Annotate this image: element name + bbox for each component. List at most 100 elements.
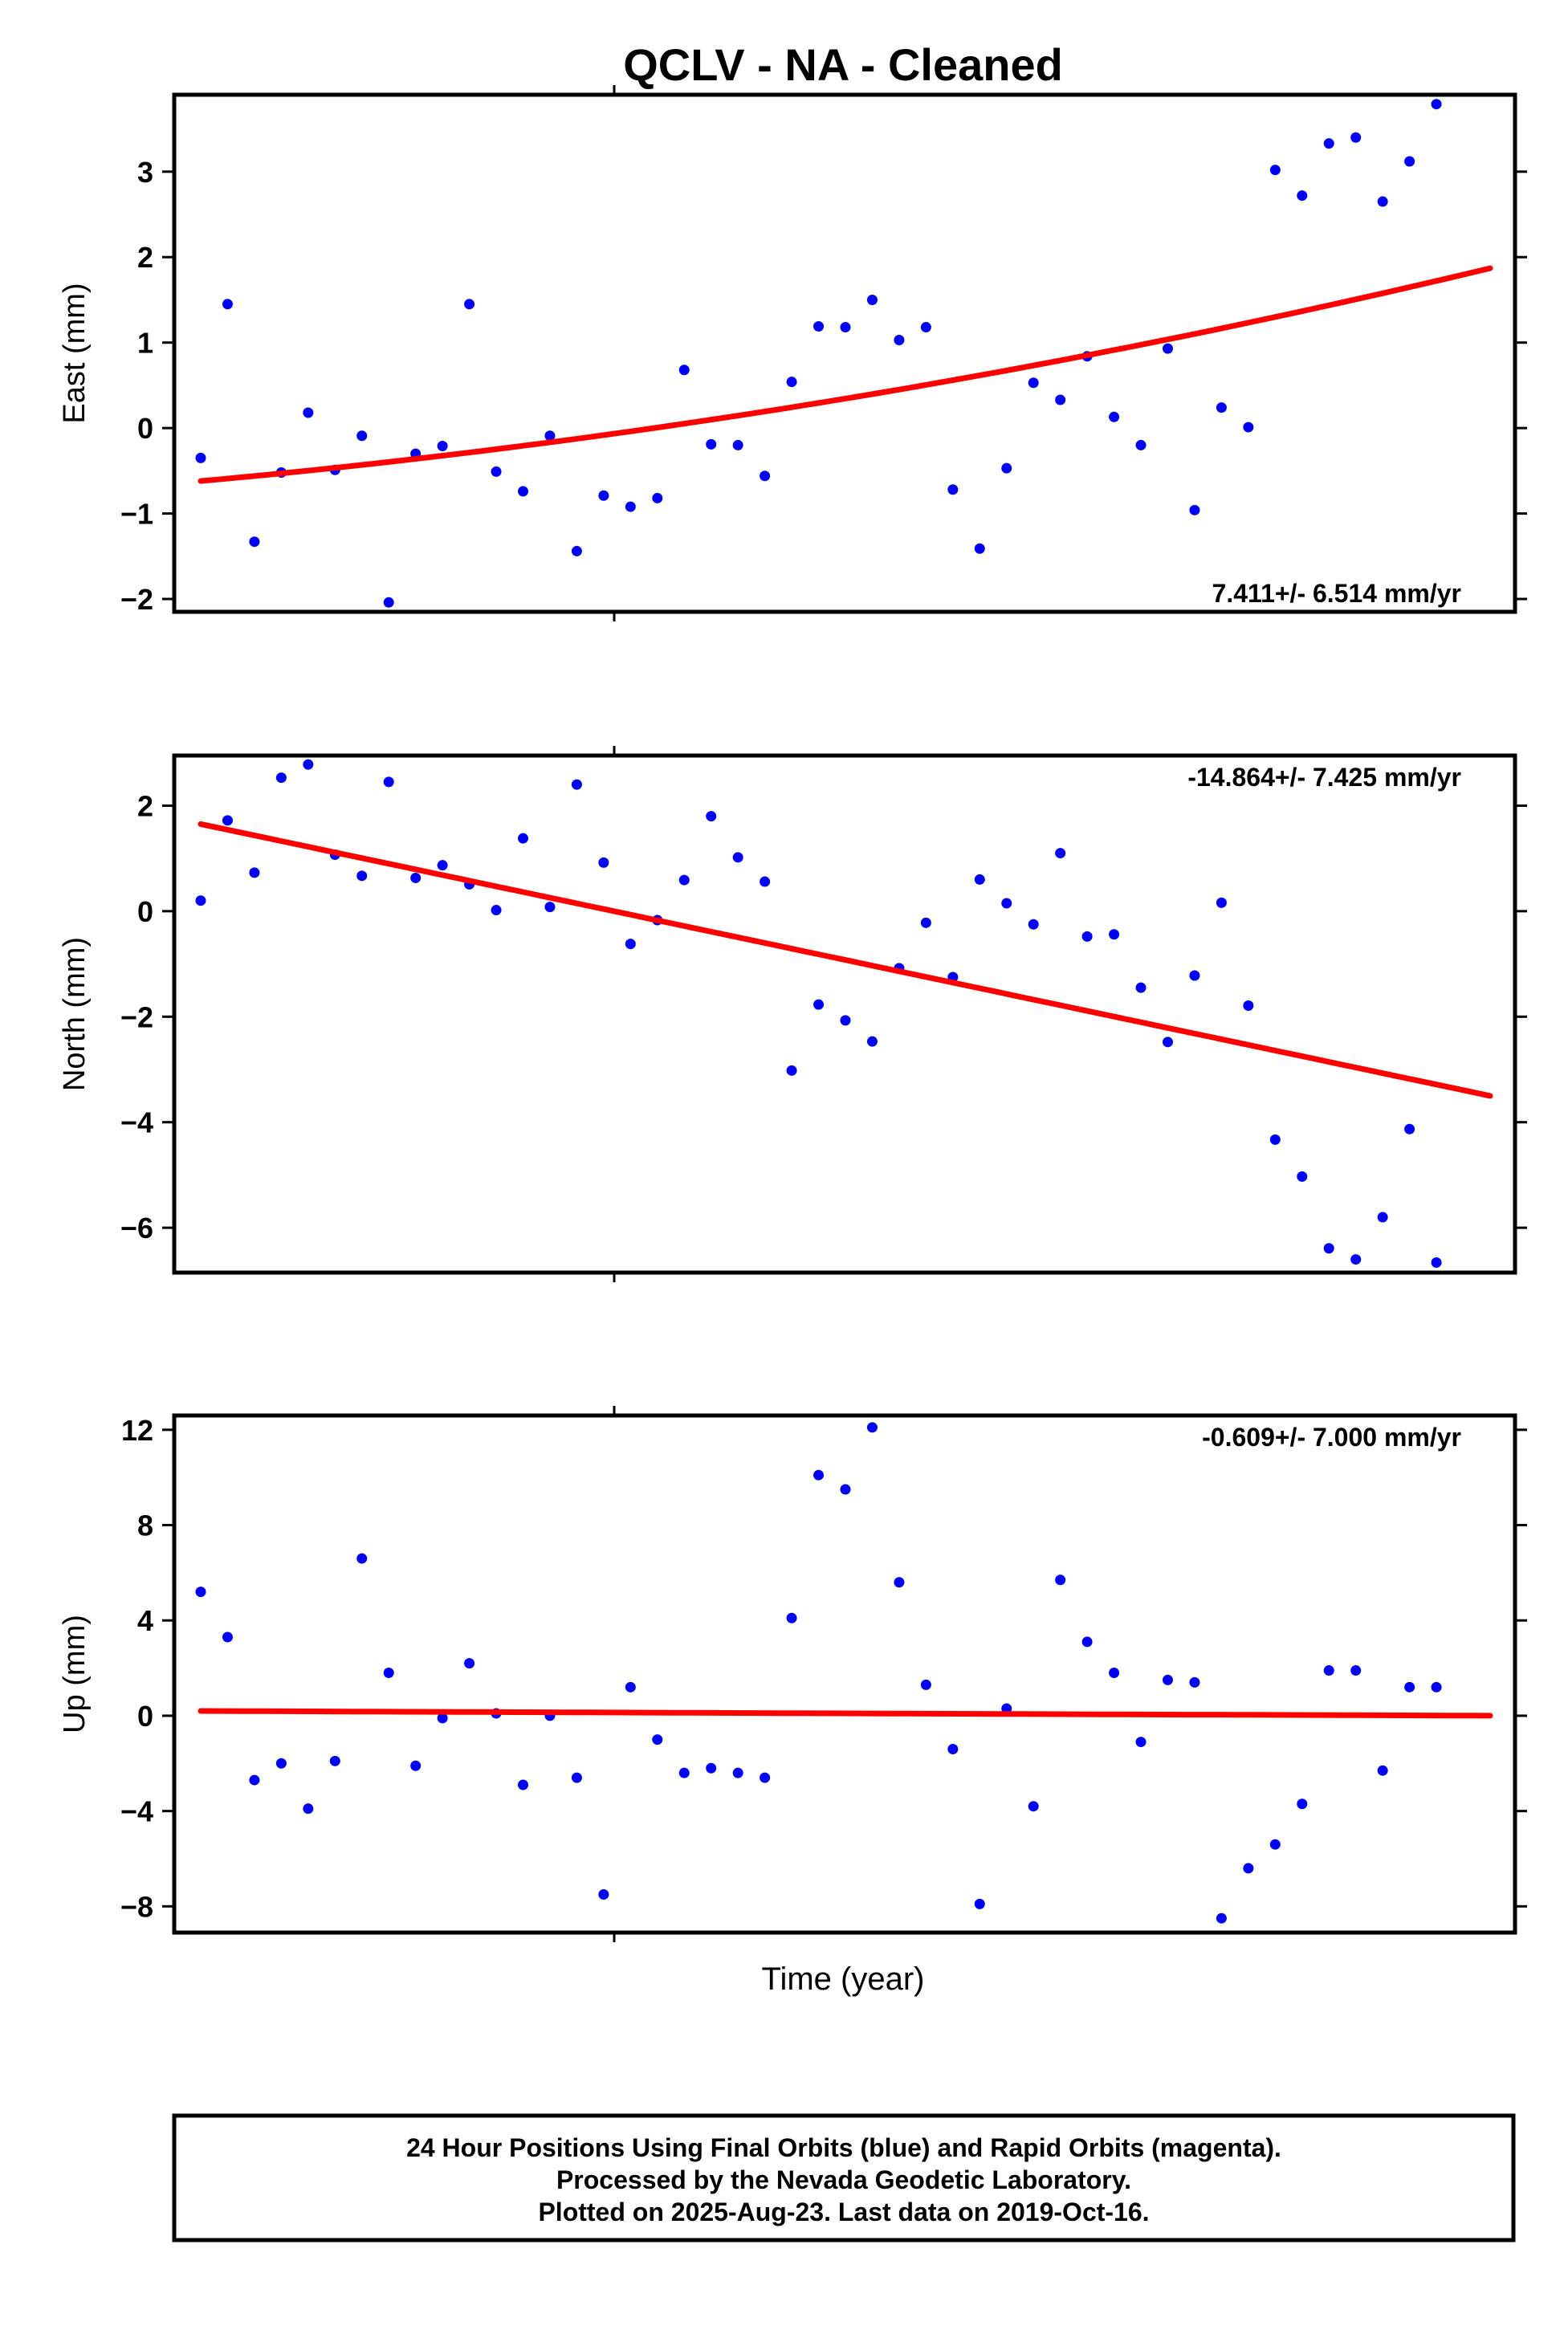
plot-frame-east <box>172 92 1517 614</box>
data-point-north <box>706 811 717 822</box>
data-point-north <box>249 867 260 878</box>
figure-title: QCLV - NA - Cleaned <box>623 39 1063 90</box>
y-tick-label-east: 1 <box>137 327 153 360</box>
data-point-east <box>1135 439 1146 450</box>
data-point-east <box>464 299 475 310</box>
data-point-up <box>410 1760 422 1771</box>
y-tick-label-up: 8 <box>137 1509 153 1542</box>
data-point-up <box>974 1898 985 1909</box>
footer-line-2: Processed by the Nevada Geodetic Laborat… <box>556 2165 1131 2194</box>
data-point-up <box>1323 1665 1334 1676</box>
data-point-north <box>920 917 931 928</box>
y-tick-label-up: −4 <box>120 1795 153 1828</box>
data-point-east <box>598 490 609 501</box>
trend-line-north <box>198 821 1493 1099</box>
data-point-up <box>786 1612 797 1623</box>
data-point-north <box>356 870 368 882</box>
y-tick-label-north: −6 <box>120 1212 153 1244</box>
data-point-north <box>303 759 314 770</box>
data-point-up <box>920 1679 931 1690</box>
data-point-up <box>1109 1668 1120 1679</box>
data-point-north <box>1350 1254 1362 1265</box>
data-point-up <box>1135 1737 1146 1748</box>
data-point-up <box>732 1767 743 1778</box>
y-tick-label-up: 12 <box>121 1414 153 1447</box>
footer-line-3: Plotted on 2025-Aug-23. Last data on 201… <box>538 2198 1149 2226</box>
data-point-up <box>1269 1839 1281 1850</box>
data-point-north <box>786 1065 797 1076</box>
data-point-up <box>1055 1574 1066 1586</box>
data-point-east <box>866 294 878 305</box>
y-axis-label-up: Up (mm) <box>58 1615 92 1733</box>
data-point-north <box>760 876 771 887</box>
data-point-north <box>571 779 582 790</box>
data-point-north <box>518 833 528 844</box>
data-point-east <box>303 407 314 418</box>
data-point-up <box>518 1779 528 1790</box>
data-point-north <box>437 860 448 871</box>
data-point-north <box>1109 929 1120 940</box>
data-point-north <box>275 772 287 784</box>
data-point-north <box>383 776 394 788</box>
x-axis-label: Time (year) <box>762 1961 925 1997</box>
y-tick-label-north: 0 <box>137 895 153 928</box>
data-point-east <box>195 452 206 463</box>
data-point-east <box>1323 138 1334 149</box>
data-point-north <box>1377 1212 1388 1223</box>
data-point-east <box>840 322 851 333</box>
data-point-east <box>1404 156 1415 167</box>
data-point-east <box>947 484 959 495</box>
trend-line-up <box>198 1708 1493 1719</box>
rate-label-east: 7.411+/- 6.514 mm/yr <box>1212 579 1461 608</box>
data-point-up <box>894 1577 905 1588</box>
data-point-up <box>222 1631 233 1643</box>
data-point-north <box>1431 1257 1442 1269</box>
data-point-north <box>1297 1171 1308 1182</box>
data-point-up <box>1404 1681 1415 1693</box>
y-axis-label-north: North (mm) <box>58 937 92 1091</box>
panel-east: 3 2 1 0 −1 −2 East (mm) 7.411+/- 6.514 mm/yr <box>58 85 1527 621</box>
data-point-east <box>356 430 368 442</box>
data-point-north <box>1055 848 1066 859</box>
data-point-up <box>1163 1674 1173 1685</box>
data-point-north <box>678 874 690 886</box>
data-point-east <box>1001 462 1012 474</box>
y-tick-label-north: −4 <box>120 1106 153 1139</box>
y-tick-label-up: −8 <box>120 1890 153 1923</box>
data-point-east <box>1350 132 1362 143</box>
data-point-up <box>464 1658 475 1669</box>
data-point-east <box>222 299 233 310</box>
data-point-east <box>1297 190 1308 202</box>
data-point-east <box>491 466 502 477</box>
data-point-east <box>249 536 260 548</box>
y-axis-label-east: East (mm) <box>58 283 92 423</box>
data-point-east <box>706 438 717 450</box>
data-point-up <box>1297 1798 1308 1810</box>
y-tick-label-east: −1 <box>120 498 153 531</box>
data-point-east <box>974 543 985 554</box>
data-point-east <box>678 365 690 376</box>
data-point-north <box>222 815 233 826</box>
data-point-north <box>598 857 609 868</box>
data-point-east <box>1028 377 1039 389</box>
data-point-up <box>571 1772 582 1783</box>
data-point-east <box>786 377 797 388</box>
data-point-up <box>947 1743 959 1754</box>
data-point-up <box>195 1587 206 1598</box>
data-point-north <box>732 852 743 863</box>
data-point-north <box>813 999 825 1010</box>
data-point-up <box>813 1469 825 1481</box>
data-point-east <box>732 439 743 450</box>
data-point-north <box>1323 1243 1334 1254</box>
data-point-up <box>249 1774 260 1786</box>
y-tick-label-up: 4 <box>137 1604 153 1637</box>
data-point-east <box>813 320 825 332</box>
data-point-north <box>1081 931 1093 942</box>
plot-frame-up <box>172 1413 1517 1935</box>
data-point-up <box>275 1758 287 1769</box>
data-point-up <box>356 1553 368 1564</box>
footer-line-1: 24 Hour Positions Using Final Orbits (bl… <box>406 2133 1281 2162</box>
data-point-up <box>1216 1912 1227 1924</box>
footer-box: 24 Hour Positions Using Final Orbits (bl… <box>172 2113 1516 2242</box>
